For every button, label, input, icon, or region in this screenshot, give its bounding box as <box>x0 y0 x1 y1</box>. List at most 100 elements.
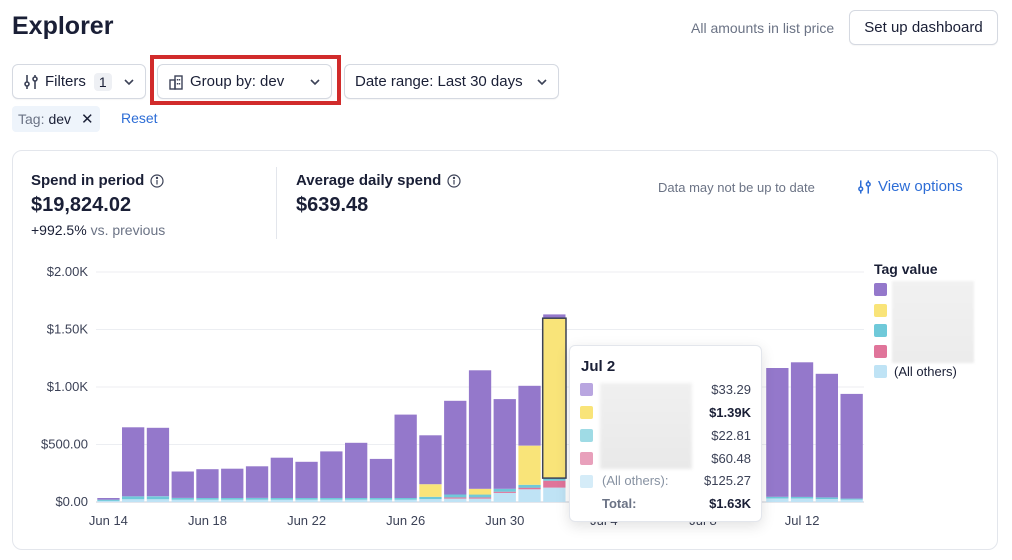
bar-segment-teal[interactable] <box>295 498 318 500</box>
info-icon[interactable] <box>150 173 164 188</box>
bar-segment-teal[interactable] <box>97 499 120 501</box>
bar-segment-purple[interactable] <box>270 457 293 498</box>
bar-segment-pink[interactable] <box>444 497 467 499</box>
spend-in-period-text: Spend in period <box>31 172 145 189</box>
bar-segment-purple[interactable] <box>171 471 194 498</box>
bar-segment-light_blue[interactable] <box>444 498 467 502</box>
bar-segment-purple[interactable] <box>97 498 120 500</box>
bar-segment-purple[interactable] <box>295 461 318 498</box>
bar-segment-teal[interactable] <box>790 496 814 499</box>
set-up-dashboard-button[interactable]: Set up dashboard <box>849 10 998 45</box>
bar-segment-purple[interactable] <box>245 466 269 498</box>
bar-segment-purple[interactable] <box>345 442 368 498</box>
bar-segment-light_blue[interactable] <box>171 499 194 502</box>
bar-segment-purple[interactable] <box>493 399 516 489</box>
bar-segment-purple[interactable] <box>468 370 492 489</box>
bar-segment-light_blue[interactable] <box>394 499 417 502</box>
spend-stacked-bar-chart[interactable]: $0.00 $500.00 $1.00K $1.50K $2.00K Jun 14 Jun… <box>0 255 870 540</box>
bar-segment-pink[interactable] <box>493 491 516 493</box>
bar-segment-light_blue[interactable] <box>320 499 343 502</box>
bar-segment-light_blue[interactable] <box>221 499 244 502</box>
group-by-button[interactable]: Group by: dev <box>157 64 332 99</box>
legend-swatch-yellow[interactable] <box>874 304 887 317</box>
bar-segment-light_blue[interactable] <box>295 499 318 502</box>
bar-segment-teal[interactable] <box>468 494 492 498</box>
bar-segment-purple[interactable] <box>444 400 467 495</box>
tooltip-swatch-purple <box>580 383 593 396</box>
bar-segment-light_blue[interactable] <box>270 499 293 502</box>
sliders-icon <box>24 74 38 89</box>
bar-segment-teal[interactable] <box>146 496 170 500</box>
bar-segment-light_blue[interactable] <box>196 499 219 502</box>
tooltip-total-label: Total: <box>602 496 637 511</box>
bar-segment-light_blue[interactable] <box>369 499 393 502</box>
bar-segment-light_blue[interactable] <box>146 499 170 502</box>
group-by-label: Group by: dev <box>190 73 285 90</box>
bar-segment-pink[interactable] <box>543 480 566 488</box>
bar-segment-light_blue[interactable] <box>493 492 516 502</box>
bar-segment-purple[interactable] <box>122 427 145 497</box>
date-range-button[interactable]: Date range: Last 30 days <box>344 64 559 99</box>
bar-segment-teal[interactable] <box>270 498 293 500</box>
bar-segment-teal[interactable] <box>122 496 145 500</box>
info-icon[interactable] <box>447 173 461 188</box>
bar-segment-light_blue[interactable] <box>815 499 838 502</box>
bar-segment-teal[interactable] <box>221 498 244 500</box>
bar-segment-teal[interactable] <box>518 484 541 488</box>
bar-segment-teal[interactable] <box>444 494 467 498</box>
bar-segment-purple[interactable] <box>815 373 838 498</box>
legend-swatch-others[interactable] <box>874 365 887 378</box>
bar-segment-light_blue[interactable] <box>518 489 541 502</box>
bar-segment-light_blue[interactable] <box>345 499 368 502</box>
bar-segment-purple[interactable] <box>394 414 417 498</box>
bar-segment-teal[interactable] <box>320 498 343 500</box>
bar-segment-pink[interactable] <box>518 487 541 490</box>
bar-segment-light_blue[interactable] <box>468 498 492 502</box>
bar-segment-yellow[interactable] <box>518 445 541 485</box>
bar-segment-teal[interactable] <box>493 488 516 492</box>
filters-button[interactable]: Filters 1 <box>12 64 146 99</box>
tooltip-value-pink: $60.48 <box>711 451 751 466</box>
close-icon[interactable]: ✕ <box>81 111 94 128</box>
bar-segment-yellow[interactable] <box>543 318 566 479</box>
view-options-link[interactable]: View options <box>857 178 963 195</box>
bar-segment-teal[interactable] <box>394 498 417 500</box>
bar-segment-teal[interactable] <box>815 497 838 500</box>
bar-segment-teal[interactable] <box>196 498 219 500</box>
bar-segment-purple[interactable] <box>221 468 244 498</box>
bar-segment-teal[interactable] <box>171 498 194 500</box>
bar-segment-purple[interactable] <box>320 451 343 498</box>
bar-segment-teal[interactable] <box>840 498 863 500</box>
bar-segment-light_blue[interactable] <box>97 500 120 502</box>
bar-segment-teal[interactable] <box>419 496 442 500</box>
bar-segment-light_blue[interactable] <box>543 487 566 502</box>
bar-segment-purple[interactable] <box>146 427 170 497</box>
bar-segment-purple[interactable] <box>518 385 541 446</box>
bar-segment-yellow[interactable] <box>468 488 492 495</box>
bar-segment-teal[interactable] <box>245 498 269 500</box>
bar-segment-teal[interactable] <box>345 498 368 500</box>
bar-segment-teal[interactable] <box>543 478 566 481</box>
bar-segment-light_blue[interactable] <box>122 499 145 502</box>
bar-segment-light_blue[interactable] <box>766 498 789 502</box>
bar-segment-purple[interactable] <box>196 469 219 498</box>
bar-segment-teal[interactable] <box>766 496 789 499</box>
bar-segment-purple[interactable] <box>419 435 442 485</box>
bar-segment-light_blue[interactable] <box>245 499 269 502</box>
legend-swatch-purple[interactable] <box>874 283 887 296</box>
bar-segment-purple[interactable] <box>369 458 393 498</box>
legend-redacted-labels <box>892 281 974 363</box>
legend-swatch-teal[interactable] <box>874 324 887 337</box>
bar-segment-light_blue[interactable] <box>790 498 814 502</box>
bar-segment-purple[interactable] <box>543 314 566 319</box>
bar-segment-pink[interactable] <box>468 497 492 499</box>
bar-segment-light_blue[interactable] <box>419 499 442 502</box>
bar-segment-purple[interactable] <box>790 362 814 497</box>
bar-segment-teal[interactable] <box>369 498 393 500</box>
bar-segment-yellow[interactable] <box>419 484 442 497</box>
legend-swatch-pink[interactable] <box>874 345 887 358</box>
bar-segment-purple[interactable] <box>766 368 789 497</box>
bar-segment-purple[interactable] <box>840 393 863 499</box>
bar-segment-light_blue[interactable] <box>840 499 863 502</box>
reset-link[interactable]: Reset <box>121 110 158 126</box>
